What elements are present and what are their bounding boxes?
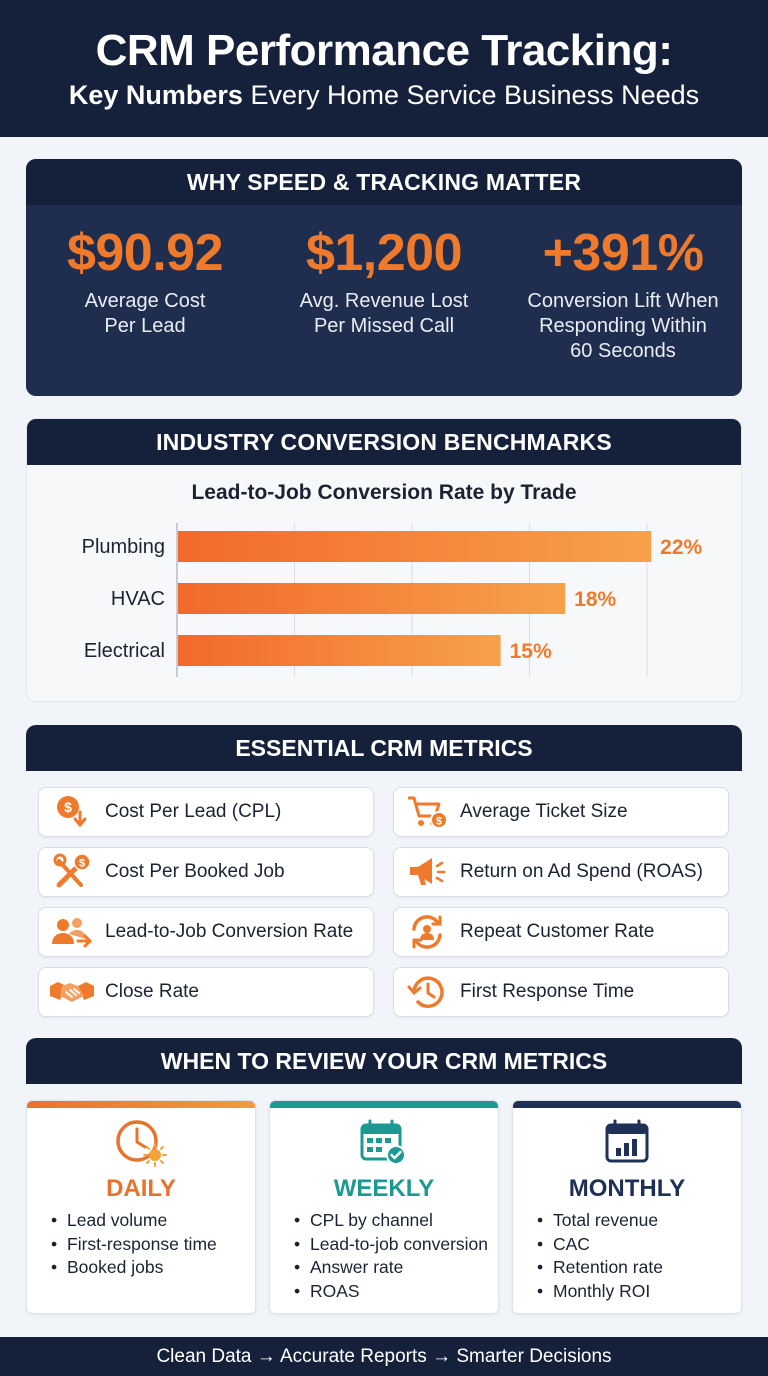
list-item: Retention rate xyxy=(537,1256,663,1280)
review-heading: DAILY xyxy=(106,1175,176,1202)
metric-roas: Return on Ad Spend (ROAS) xyxy=(393,847,729,897)
metric-label: Cost Per Booked Job xyxy=(105,861,285,882)
clock-history-icon xyxy=(394,967,460,1017)
people-arrow-icon xyxy=(39,907,105,957)
stat-label: Conversion Lift When Responding Within 60 … xyxy=(527,290,719,362)
review-list: Total revenue CAC Retention rate Monthly… xyxy=(537,1209,663,1304)
dollar-down-icon: $ xyxy=(39,787,105,837)
stat-label: Avg. Revenue Lost Per Missed Call xyxy=(299,290,469,337)
stat-value: $90.92 xyxy=(66,224,224,282)
metric-label: Repeat Customer Rate xyxy=(460,921,655,942)
svg-text:$: $ xyxy=(436,816,442,828)
calendar-chart-icon xyxy=(513,1117,741,1169)
list-item: Lead-to-job conversion xyxy=(294,1233,488,1257)
list-item: CPL by channel xyxy=(294,1209,488,1233)
list-item: Booked jobs xyxy=(51,1256,217,1280)
speed-section-title: WHY SPEED & TRACKING MATTER xyxy=(26,159,742,205)
benchmark-section: INDUSTRY CONVERSION BENCHMARKS Lead-to-J… xyxy=(26,418,742,702)
metric-lead-to-job: Lead-to-Job Conversion Rate xyxy=(38,907,374,957)
clock-sun-icon xyxy=(27,1117,255,1169)
metric-label: Close Rate xyxy=(105,981,199,1002)
subtitle-bold: Key Numbers xyxy=(68,80,243,110)
subtitle-rest: Every Home Service Business Needs xyxy=(242,80,700,110)
cart-dollar-icon: $ xyxy=(394,787,460,837)
card-accent-bar xyxy=(27,1101,255,1108)
review-heading: WEEKLY xyxy=(333,1175,435,1202)
review-list: CPL by channel Lead-to-job conversion An… xyxy=(294,1209,488,1304)
card-accent-bar xyxy=(270,1101,498,1108)
value-label: 18% xyxy=(574,588,616,611)
svg-text:$: $ xyxy=(79,858,85,870)
benchmark-section-title: INDUSTRY CONVERSION BENCHMARKS xyxy=(27,419,741,465)
metric-cost-per-booked-job: $ Cost Per Booked Job xyxy=(38,847,374,897)
value-label: 22% xyxy=(660,536,702,559)
bar-plumbing xyxy=(178,531,652,562)
page-title: CRM Performance Tracking: xyxy=(95,26,673,75)
stat-revenue-lost: $1,200 Avg. Revenue Lost Per Missed Call xyxy=(265,223,503,339)
metric-label: Lead-to-Job Conversion Rate xyxy=(105,921,354,942)
list-item: Total revenue xyxy=(537,1209,663,1233)
stat-cost-per-lead: $90.92 Average Cost Per Lead xyxy=(26,223,264,339)
list-item: Answer rate xyxy=(294,1256,488,1280)
category-label: HVAC xyxy=(111,588,165,610)
list-item: ROAS xyxy=(294,1280,488,1304)
stat-value: +391% xyxy=(542,224,704,282)
category-label: Plumbing xyxy=(82,536,165,558)
bar-electrical xyxy=(178,635,501,666)
metric-label: Average Ticket Size xyxy=(460,801,628,822)
review-section-title: WHEN TO REVIEW YOUR CRM METRICS xyxy=(26,1038,742,1084)
handshake-icon xyxy=(39,967,105,1017)
review-heading: MONTHLY xyxy=(568,1175,686,1202)
tools-dollar-icon: $ xyxy=(39,847,105,897)
card-accent-bar xyxy=(513,1101,741,1108)
review-card-daily: DAILY Lead volume First-response time Bo… xyxy=(26,1100,256,1314)
page-subtitle: Key Numbers Every Home Service Business … xyxy=(0,80,768,111)
metric-label: First Response Time xyxy=(460,981,635,1002)
metrics-section-title: ESSENTIAL CRM METRICS xyxy=(26,725,742,771)
calendar-check-icon xyxy=(270,1117,498,1169)
stat-value: $1,200 xyxy=(305,224,463,282)
review-card-weekly: WEEKLY CPL by channel Lead-to-job conver… xyxy=(269,1100,499,1314)
metric-first-response: First Response Time xyxy=(393,967,729,1017)
value-label: 15% xyxy=(510,640,552,663)
metric-close-rate: Close Rate xyxy=(38,967,374,1017)
metric-label: Return on Ad Spend (ROAS) xyxy=(460,861,703,882)
svg-text:$: $ xyxy=(64,799,72,815)
conversion-bar-chart: Plumbing 22% HVAC 18% Electrical 15% xyxy=(82,523,703,677)
metric-repeat-customer: Repeat Customer Rate xyxy=(393,907,729,957)
footer-tagline: Clean Data → Accurate Reports → Smarter … xyxy=(0,1337,768,1376)
megaphone-icon xyxy=(394,847,460,897)
category-label: Electrical xyxy=(84,640,165,662)
speed-tracking-section: WHY SPEED & TRACKING MATTER $90.92 Avera… xyxy=(26,159,742,396)
metric-label: Cost Per Lead (CPL) xyxy=(105,801,282,822)
stat-conversion-lift: +391% Conversion Lift When Responding Wit… xyxy=(504,223,742,364)
review-card-monthly: MONTHLY Total revenue CAC Retention rate… xyxy=(512,1100,742,1314)
page-header: CRM Performance Tracking: Key Numbers Ev… xyxy=(0,0,768,137)
chart-title: Lead-to-Job Conversion Rate by Trade xyxy=(191,481,577,504)
review-list: Lead volume First-response time Booked j… xyxy=(51,1209,217,1280)
metric-cost-per-lead: $ Cost Per Lead (CPL) xyxy=(38,787,374,837)
bar-hvac xyxy=(178,583,566,614)
list-item: CAC xyxy=(537,1233,663,1257)
metric-average-ticket: $ Average Ticket Size xyxy=(393,787,729,837)
stat-label: Average Cost Per Lead xyxy=(84,290,206,337)
list-item: First-response time xyxy=(51,1233,217,1257)
list-item: Lead volume xyxy=(51,1209,217,1233)
repeat-person-icon xyxy=(394,907,460,957)
list-item: Monthly ROI xyxy=(537,1280,663,1304)
